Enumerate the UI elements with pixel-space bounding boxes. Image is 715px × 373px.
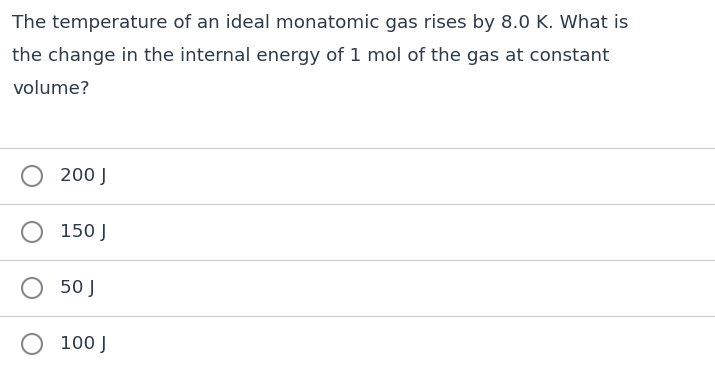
- Text: 200 J: 200 J: [60, 167, 107, 185]
- Text: volume?: volume?: [12, 80, 89, 98]
- Text: 150 J: 150 J: [60, 223, 107, 241]
- Text: The temperature of an ideal monatomic gas rises by 8.0 K. What is: The temperature of an ideal monatomic ga…: [12, 14, 628, 32]
- Text: the change in the internal energy of 1 mol of the gas at constant: the change in the internal energy of 1 m…: [12, 47, 609, 65]
- Text: 100 J: 100 J: [60, 335, 107, 353]
- Text: 50 J: 50 J: [60, 279, 95, 297]
